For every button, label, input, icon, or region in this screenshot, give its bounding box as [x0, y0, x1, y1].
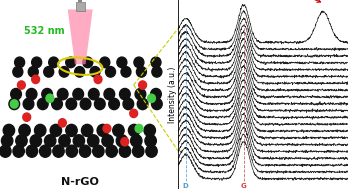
Circle shape	[139, 81, 147, 89]
Circle shape	[66, 124, 77, 136]
Circle shape	[3, 124, 15, 136]
Circle shape	[66, 57, 76, 68]
Circle shape	[40, 145, 51, 157]
Circle shape	[32, 57, 42, 68]
Circle shape	[130, 109, 137, 118]
Circle shape	[1, 135, 13, 147]
Circle shape	[32, 75, 40, 84]
Circle shape	[23, 98, 34, 110]
Circle shape	[135, 88, 146, 100]
Circle shape	[81, 124, 93, 136]
Circle shape	[94, 98, 105, 110]
Circle shape	[103, 124, 111, 133]
Circle shape	[80, 98, 91, 110]
Circle shape	[119, 88, 130, 100]
Circle shape	[10, 100, 18, 108]
Circle shape	[128, 124, 140, 136]
Circle shape	[117, 57, 127, 68]
Circle shape	[44, 67, 54, 77]
Circle shape	[53, 145, 64, 157]
Circle shape	[38, 98, 48, 110]
Circle shape	[23, 113, 31, 121]
Circle shape	[94, 75, 102, 84]
Circle shape	[26, 88, 37, 100]
Circle shape	[145, 135, 156, 147]
Polygon shape	[68, 9, 93, 64]
Circle shape	[105, 67, 116, 77]
Circle shape	[90, 67, 100, 77]
Circle shape	[109, 98, 119, 110]
Circle shape	[13, 145, 24, 157]
Circle shape	[19, 124, 30, 136]
Circle shape	[148, 94, 156, 102]
Circle shape	[58, 119, 66, 127]
Circle shape	[66, 98, 77, 110]
Text: 532 nm: 532 nm	[24, 26, 65, 36]
Text: New Peak (LiₓN): New Peak (LiₓN)	[246, 0, 321, 2]
Circle shape	[34, 124, 46, 136]
Text: N-rGO: N-rGO	[61, 177, 99, 187]
Circle shape	[119, 145, 130, 157]
Circle shape	[66, 145, 78, 157]
Circle shape	[28, 67, 38, 77]
Circle shape	[73, 88, 84, 100]
Circle shape	[102, 135, 113, 147]
Circle shape	[9, 98, 19, 110]
Circle shape	[50, 124, 62, 136]
Circle shape	[49, 57, 59, 68]
Circle shape	[100, 57, 110, 68]
Circle shape	[123, 98, 134, 110]
Circle shape	[87, 135, 99, 147]
FancyBboxPatch shape	[78, 0, 82, 2]
Circle shape	[17, 81, 25, 89]
Circle shape	[152, 67, 162, 77]
Circle shape	[113, 124, 124, 136]
Circle shape	[93, 145, 104, 157]
Circle shape	[52, 98, 62, 110]
Circle shape	[106, 145, 117, 157]
Circle shape	[130, 135, 142, 147]
Circle shape	[15, 57, 25, 68]
Circle shape	[121, 67, 131, 77]
Circle shape	[74, 67, 85, 77]
Y-axis label: Intensity (a.u.): Intensity (a.u.)	[168, 66, 177, 123]
Circle shape	[45, 135, 56, 147]
Circle shape	[30, 135, 41, 147]
Circle shape	[151, 57, 161, 68]
Circle shape	[59, 135, 70, 147]
Circle shape	[79, 145, 91, 157]
Circle shape	[13, 67, 23, 77]
Circle shape	[42, 88, 53, 100]
Circle shape	[146, 145, 157, 157]
Circle shape	[83, 57, 93, 68]
Circle shape	[11, 88, 21, 100]
Circle shape	[151, 98, 162, 110]
Text: G: G	[241, 183, 246, 189]
Circle shape	[57, 88, 68, 100]
Circle shape	[133, 145, 144, 157]
Circle shape	[88, 88, 99, 100]
Circle shape	[121, 138, 129, 146]
Circle shape	[16, 135, 27, 147]
Circle shape	[137, 98, 148, 110]
FancyBboxPatch shape	[76, 2, 85, 11]
Circle shape	[0, 145, 11, 157]
Circle shape	[144, 124, 156, 136]
Circle shape	[136, 67, 147, 77]
Circle shape	[97, 124, 109, 136]
Circle shape	[116, 135, 128, 147]
Circle shape	[73, 135, 85, 147]
Circle shape	[104, 88, 115, 100]
Circle shape	[46, 94, 54, 102]
Circle shape	[135, 124, 143, 133]
Circle shape	[134, 57, 144, 68]
Circle shape	[26, 145, 38, 157]
Text: D: D	[183, 183, 189, 189]
Circle shape	[151, 88, 161, 100]
Circle shape	[59, 67, 69, 77]
